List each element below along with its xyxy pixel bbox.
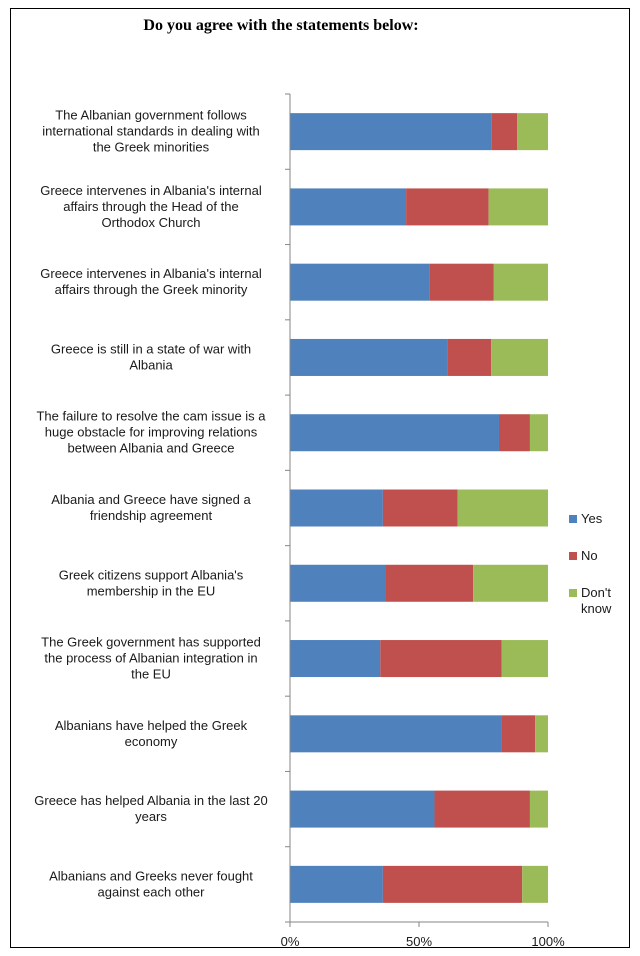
category-labels-layer: The Albanian government follows internati… [34,108,267,900]
bar-no-6 [385,564,474,602]
category-label-3: Greece is still in a state of war with Al… [51,341,251,372]
bar-don-t-know-3 [491,338,548,376]
bar-no-8 [501,715,536,753]
category-label-5: Albania and Greece have signed a friendsh… [51,492,251,523]
bar-yes-7 [290,640,381,678]
x-tick-label-0: 0% [281,934,300,949]
category-label-1: Greece intervenes in Albania's internal a… [40,183,262,230]
bar-yes-0 [290,113,492,151]
x-tick-label-2: 100% [531,934,565,949]
bar-don-t-know-6 [473,564,548,602]
category-label-4: The failure to resolve the cam issue is … [36,409,266,456]
bar-yes-2 [290,263,430,301]
legend-swatch-0 [569,515,577,523]
bar-yes-5 [290,489,383,527]
legend-swatch-2 [569,589,577,597]
category-label-10: Albanians and Greeks never fought against… [49,868,253,899]
bar-don-t-know-9 [529,790,548,828]
category-label-0: The Albanian government follows internati… [42,108,260,155]
bar-don-t-know-5 [457,489,548,527]
axes-layer: 0% 50% 100% [281,93,565,949]
bar-yes-4 [290,414,499,452]
bar-don-t-know-8 [535,715,548,753]
legend-label-1: No [581,548,598,563]
chart-title: Do you agree with the statements below: [143,17,419,34]
bars-layer [290,113,548,903]
x-tick-label-1: 50% [406,934,432,949]
category-label-7: The Greek government has supported the pr… [41,635,261,682]
legend-label-2: Don't know [581,585,612,616]
bar-don-t-know-0 [517,113,548,151]
chart-frame: Do you agree with the statements below: … [10,8,630,949]
bar-yes-9 [290,790,435,828]
bar-don-t-know-1 [488,188,548,226]
bar-no-7 [380,640,502,678]
bar-don-t-know-4 [529,414,548,452]
bar-no-4 [498,414,530,452]
category-label-6: Greek citizens support Albania's membersh… [59,567,244,598]
bar-no-3 [447,338,492,376]
legend-label-0: Yes [581,511,603,526]
bar-don-t-know-7 [501,640,548,678]
category-label-9: Greece has helped Albania in the last 20… [34,793,267,824]
category-label-8: Albanians have helped the Greek economy [55,718,248,749]
bar-don-t-know-10 [522,865,548,903]
bar-don-t-know-2 [493,263,548,301]
bar-no-9 [434,790,530,828]
bar-yes-8 [290,715,502,753]
bar-yes-10 [290,865,383,903]
category-label-2: Greece intervenes in Albania's internal a… [40,266,262,297]
bar-yes-3 [290,338,448,376]
bar-yes-6 [290,564,386,602]
bar-no-2 [429,263,494,301]
legend-swatch-1 [569,552,577,560]
bar-no-1 [406,188,489,226]
legend: Yes No Don't know [569,511,612,616]
bar-yes-1 [290,188,407,226]
bar-no-10 [382,865,523,903]
stacked-bar-chart: 0% 50% 100% The Albanian government follow… [34,93,612,949]
bar-no-5 [382,489,458,527]
bar-no-0 [491,113,518,151]
